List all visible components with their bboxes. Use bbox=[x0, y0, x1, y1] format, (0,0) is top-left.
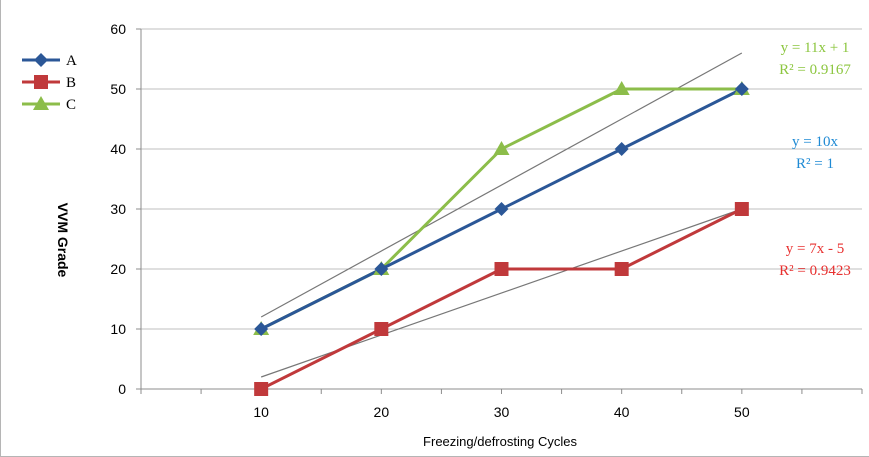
trendline-equation-c: y = 11x + 1 bbox=[781, 40, 850, 56]
data-point-b bbox=[494, 262, 509, 276]
data-point-b bbox=[374, 322, 389, 336]
x-tick-label: 50 bbox=[734, 404, 750, 420]
x-tick-label: 30 bbox=[494, 404, 510, 420]
trendline-equation-b: y = 7x - 5 bbox=[786, 241, 844, 257]
legend-marker-a bbox=[34, 53, 48, 67]
legend: ABC bbox=[22, 53, 77, 113]
data-point-a bbox=[494, 202, 509, 216]
x-tick-labels: 10 20 30 40 50 bbox=[253, 404, 749, 420]
trendlines bbox=[260, 52, 743, 378]
data-point-a bbox=[374, 262, 389, 276]
legend-label-a: A bbox=[66, 53, 77, 69]
legend-marker-c bbox=[33, 96, 49, 110]
series-line-b bbox=[260, 207, 743, 391]
y-axis-title: VVM Grade bbox=[55, 203, 71, 278]
x-axis-title: Freezing/defrosting Cycles bbox=[423, 434, 577, 449]
series-markers bbox=[253, 81, 750, 396]
legend-marker-b bbox=[34, 75, 48, 89]
trendline-r2-a: R² = 1 bbox=[796, 156, 834, 172]
legend-label-c: C bbox=[66, 97, 76, 113]
series-lines bbox=[260, 87, 743, 391]
y-tick-label: 40 bbox=[110, 141, 126, 157]
data-point-a bbox=[734, 82, 749, 96]
y-tick-label: 50 bbox=[110, 81, 126, 97]
data-point-b bbox=[614, 262, 629, 276]
x-tick-label: 10 bbox=[253, 404, 269, 420]
trendline-labels: y = 10x R² = 1 y = 7x - 5 R² = 0.9423 y = 11… bbox=[779, 40, 851, 279]
data-point-a bbox=[254, 322, 269, 336]
y-tick-label: 20 bbox=[110, 261, 126, 277]
data-point-b bbox=[254, 382, 269, 396]
trendline-c bbox=[260, 52, 743, 318]
legend-label-b: B bbox=[66, 75, 76, 91]
data-point-b bbox=[734, 202, 749, 216]
data-point-c bbox=[493, 141, 510, 155]
y-tick-label: 10 bbox=[110, 321, 126, 337]
trendline-equation-a: y = 10x bbox=[792, 134, 838, 150]
data-point-a bbox=[614, 142, 629, 156]
y-tick-labels: 0 10 20 30 40 50 60 bbox=[110, 21, 126, 397]
trendline-r2-b: R² = 0.9423 bbox=[779, 263, 851, 279]
y-tick-label: 30 bbox=[110, 201, 126, 217]
y-tick-label: 60 bbox=[110, 21, 126, 37]
gridlines bbox=[141, 28, 862, 330]
data-point-c bbox=[613, 81, 630, 95]
x-tick-label: 40 bbox=[614, 404, 630, 420]
x-tick-label: 20 bbox=[374, 404, 390, 420]
y-tick-label: 0 bbox=[118, 381, 126, 397]
trendline-r2-c: R² = 0.9167 bbox=[779, 62, 851, 78]
